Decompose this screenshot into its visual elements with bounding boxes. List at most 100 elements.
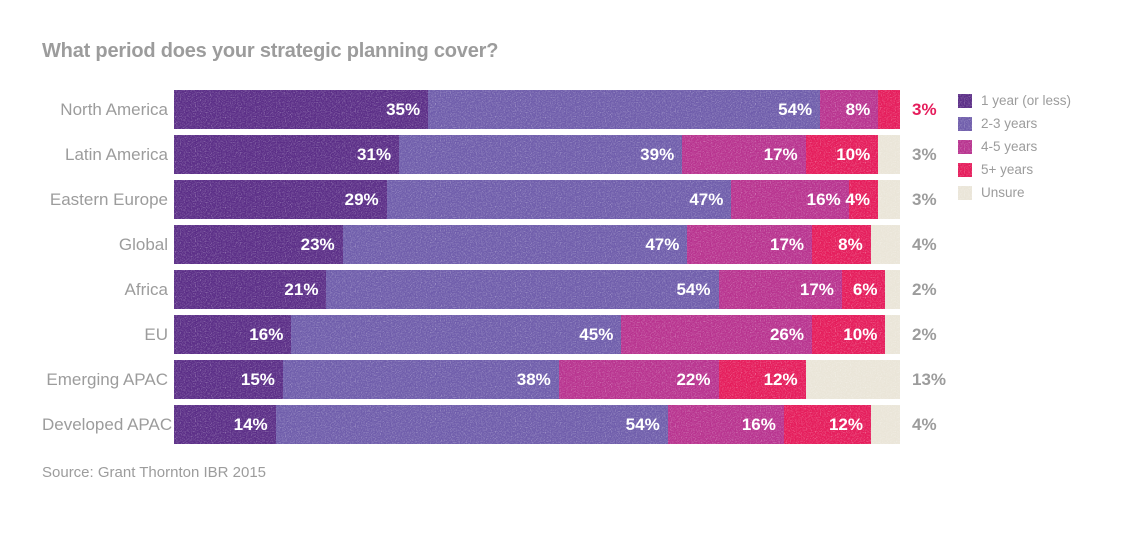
bar-segment-4-5-years: 26% xyxy=(621,315,812,354)
outside-value-label: 2% xyxy=(912,279,937,299)
texture-overlay xyxy=(958,162,972,177)
bar-segment-5-years: 8% xyxy=(812,225,871,264)
bar-segment-1-year-or-less: 35% xyxy=(174,90,429,129)
segment-value-label: 23% xyxy=(300,234,335,254)
bar-segment-1-year-or-less: 31% xyxy=(174,135,400,174)
segment-value-label: 47% xyxy=(645,234,680,254)
bar-row-latin-america: Latin America 31% 39% 17% 10% 3% xyxy=(42,135,1102,174)
category-label: Eastern Europe xyxy=(49,189,168,209)
segment-value-label: 12% xyxy=(763,369,798,389)
bar-segment-2-3-years: 47% xyxy=(342,225,688,264)
category-label: Emerging APAC xyxy=(46,369,168,389)
bar-segment-2-3-years: 47% xyxy=(386,180,732,219)
stacked-bar: 21% 54% 17% 6% xyxy=(174,270,900,309)
outside-value-label: 3% xyxy=(912,189,937,209)
segment-value-label: 10% xyxy=(836,144,871,164)
segment-value-label: 54% xyxy=(778,99,813,119)
bar-segment-4-5-years: 8% xyxy=(820,90,879,129)
segment-value-label: 12% xyxy=(828,414,863,434)
stacked-bar: 15% 38% 22% 12% xyxy=(174,360,900,399)
bar-segment-unsure xyxy=(870,405,901,444)
outside-value-label: 2% xyxy=(912,324,937,344)
bar-row-north-america: North America 35% 54% 8% 3% xyxy=(42,90,1102,129)
legend-swatch-icon xyxy=(958,162,972,177)
legend-swatch-icon xyxy=(958,139,972,154)
stacked-bar: 16% 45% 26% 10% xyxy=(174,315,900,354)
category-label: Latin America xyxy=(65,144,168,164)
legend-swatch-icon xyxy=(958,116,972,131)
texture-overlay xyxy=(958,185,972,200)
stacked-bar: 29% 47% 16% 4% xyxy=(174,180,900,219)
segment-value-label: 17% xyxy=(769,234,805,254)
outside-value-label: 4% xyxy=(912,414,937,434)
bar-segment-5-years xyxy=(878,90,900,129)
bar-segment-2-3-years: 38% xyxy=(282,360,559,399)
bar-row-emerging-apac: Emerging APAC 15% 38% 22% 12% 13% xyxy=(42,360,1102,399)
bar-segment-1-year-or-less: 14% xyxy=(174,405,276,444)
bar-segment-4-5-years: 16% xyxy=(731,180,849,219)
category-label: Developed APAC xyxy=(42,414,173,434)
segment-value-label: 16% xyxy=(741,414,776,434)
segment-value-label: 22% xyxy=(676,369,711,389)
segment-value-label: 4% xyxy=(845,189,870,209)
bar-segment-unsure xyxy=(878,135,900,174)
bar-segment-4-5-years: 17% xyxy=(687,225,813,264)
legend-item-unsure: Unsure xyxy=(958,181,1071,204)
bar-segment-5-years: 10% xyxy=(805,135,879,174)
legend-swatch-icon xyxy=(958,93,972,108)
segment-value-label: 54% xyxy=(676,279,711,299)
bar-segment-2-3-years: 54% xyxy=(326,270,719,309)
segment-value-label: 38% xyxy=(516,369,551,389)
segment-value-label: 39% xyxy=(640,144,675,164)
bar-segment-unsure xyxy=(878,180,900,219)
bar-segment-2-3-years: 39% xyxy=(399,135,683,174)
segment-value-label: 26% xyxy=(769,324,804,344)
segment-value-label: 35% xyxy=(386,99,421,119)
outside-value-label: 4% xyxy=(912,234,937,254)
bar-segment-4-5-years: 17% xyxy=(682,135,806,174)
segment-value-label: 15% xyxy=(240,369,275,389)
bar-segment-1-year-or-less: 23% xyxy=(174,225,343,264)
outside-value-label: 3% xyxy=(912,99,937,119)
legend-label: 4-5 years xyxy=(981,139,1038,154)
segment-value-label: 8% xyxy=(838,234,863,254)
bar-segment-unsure xyxy=(885,315,900,354)
bar-segment-5-years: 12% xyxy=(783,405,871,444)
bar-segment-1-year-or-less: 21% xyxy=(174,270,327,309)
stacked-bar: 31% 39% 17% 10% xyxy=(174,135,900,174)
bar-segment-4-5-years: 22% xyxy=(558,360,719,399)
legend-item-4-5-years: 4-5 years xyxy=(958,135,1071,158)
chart-title: What period does your strategic planning… xyxy=(42,40,499,62)
segment-value-label: 14% xyxy=(233,414,268,434)
bar-segment-2-3-years: 54% xyxy=(275,405,668,444)
bar-row-global: Global 23% 47% 17% 8% 4% xyxy=(42,225,1102,264)
category-label: Global xyxy=(118,234,168,254)
stacked-bar-chart: North America 35% 54% 8% 3% Latin America 31% 3… xyxy=(42,90,1102,450)
bar-segment-5-years: 6% xyxy=(841,270,886,309)
segment-value-label: 6% xyxy=(852,279,878,299)
bar-segment-1-year-or-less: 29% xyxy=(174,180,387,219)
legend-label: Unsure xyxy=(981,185,1025,200)
bar-row-eu: EU 16% 45% 26% 10% 2% xyxy=(42,315,1102,354)
segment-value-label: 54% xyxy=(625,414,660,434)
bar-row-africa: Africa 21% 54% 17% 6% 2% xyxy=(42,270,1102,309)
bar-segment-5-years: 10% xyxy=(812,315,886,354)
outside-value-label: 3% xyxy=(912,144,937,164)
outside-value-label: 13% xyxy=(912,369,947,389)
texture-overlay xyxy=(958,93,972,108)
stacked-bar: 14% 54% 16% 12% xyxy=(174,405,901,444)
legend-label: 2-3 years xyxy=(981,116,1038,131)
bar-segment-1-year-or-less: 15% xyxy=(174,360,283,399)
segment-value-label: 8% xyxy=(845,99,871,119)
bar-segment-5-years: 4% xyxy=(845,180,878,219)
bar-segment-2-3-years: 45% xyxy=(291,315,622,354)
segment-value-label: 16% xyxy=(249,324,284,344)
segment-value-label: 16% xyxy=(806,189,841,209)
bar-segment-5-years: 12% xyxy=(718,360,806,399)
source-note: Source: Grant Thornton IBR 2015 xyxy=(42,464,267,481)
category-label: North America xyxy=(60,99,168,119)
bar-row-eastern-europe: Eastern Europe 29% 47% 16% 4% 3% xyxy=(42,180,1102,219)
stacked-bar: 23% 47% 17% 8% xyxy=(174,225,901,264)
segment-value-label: 29% xyxy=(344,189,379,209)
